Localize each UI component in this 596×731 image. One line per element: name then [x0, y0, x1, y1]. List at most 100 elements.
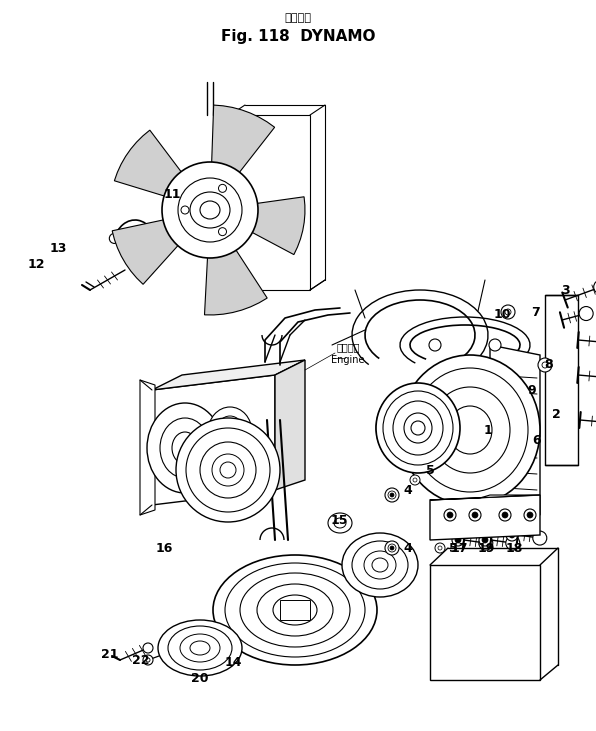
- Circle shape: [388, 491, 396, 499]
- Polygon shape: [490, 345, 540, 515]
- Text: 21: 21: [101, 648, 119, 662]
- Circle shape: [542, 362, 548, 368]
- Ellipse shape: [213, 555, 377, 665]
- Circle shape: [499, 509, 511, 521]
- Text: 4: 4: [403, 483, 412, 496]
- Text: 19: 19: [477, 542, 495, 555]
- Text: 17: 17: [450, 542, 468, 555]
- Ellipse shape: [342, 533, 418, 597]
- Polygon shape: [230, 115, 310, 290]
- Circle shape: [505, 309, 511, 315]
- Ellipse shape: [200, 442, 256, 498]
- Text: 4: 4: [403, 542, 412, 555]
- Polygon shape: [241, 197, 305, 254]
- Circle shape: [219, 184, 226, 192]
- Ellipse shape: [216, 416, 244, 448]
- Ellipse shape: [225, 563, 365, 657]
- Polygon shape: [140, 380, 155, 515]
- Circle shape: [438, 546, 442, 550]
- Ellipse shape: [400, 355, 540, 505]
- Ellipse shape: [200, 201, 220, 219]
- Circle shape: [435, 543, 445, 553]
- Circle shape: [219, 227, 226, 235]
- Polygon shape: [430, 495, 540, 540]
- Ellipse shape: [404, 413, 432, 443]
- Text: 7: 7: [532, 306, 541, 319]
- Ellipse shape: [372, 558, 388, 572]
- Circle shape: [501, 305, 515, 319]
- Text: 20: 20: [191, 672, 209, 684]
- Ellipse shape: [190, 192, 230, 228]
- Circle shape: [178, 178, 242, 242]
- Polygon shape: [152, 360, 305, 390]
- Circle shape: [502, 512, 508, 518]
- Circle shape: [447, 512, 453, 518]
- Ellipse shape: [172, 432, 198, 464]
- Circle shape: [469, 509, 481, 521]
- Ellipse shape: [212, 454, 244, 486]
- Circle shape: [479, 536, 493, 550]
- Circle shape: [390, 493, 394, 497]
- Text: 18: 18: [505, 542, 523, 555]
- Ellipse shape: [168, 626, 232, 670]
- Circle shape: [144, 265, 154, 274]
- Circle shape: [181, 206, 189, 214]
- Ellipse shape: [383, 391, 453, 465]
- Ellipse shape: [430, 387, 510, 473]
- Text: 11: 11: [163, 189, 181, 202]
- Ellipse shape: [273, 595, 317, 625]
- Ellipse shape: [448, 406, 492, 454]
- Ellipse shape: [180, 634, 220, 662]
- Text: ダイナモ: ダイナモ: [284, 13, 312, 23]
- Circle shape: [479, 534, 491, 546]
- Circle shape: [162, 162, 258, 258]
- Circle shape: [146, 658, 150, 662]
- Text: 14: 14: [224, 656, 242, 669]
- Ellipse shape: [412, 368, 528, 492]
- Circle shape: [109, 233, 119, 243]
- Polygon shape: [430, 495, 540, 500]
- Text: 16: 16: [156, 542, 173, 555]
- Ellipse shape: [257, 584, 333, 636]
- Ellipse shape: [334, 518, 346, 528]
- Circle shape: [594, 280, 596, 294]
- Ellipse shape: [364, 551, 396, 579]
- Text: 2: 2: [552, 409, 560, 422]
- Ellipse shape: [240, 573, 350, 647]
- Circle shape: [538, 358, 552, 372]
- Circle shape: [509, 532, 515, 538]
- Polygon shape: [112, 217, 187, 284]
- Circle shape: [506, 529, 518, 541]
- Circle shape: [429, 339, 441, 351]
- Circle shape: [413, 478, 417, 482]
- Text: Fig. 118  DYNAMO: Fig. 118 DYNAMO: [221, 29, 375, 44]
- Text: 8: 8: [545, 358, 553, 371]
- Circle shape: [455, 537, 461, 543]
- Text: 22: 22: [132, 654, 150, 667]
- Text: Engine: Engine: [331, 355, 365, 365]
- Polygon shape: [204, 239, 267, 315]
- Ellipse shape: [208, 407, 252, 457]
- Ellipse shape: [147, 403, 223, 493]
- Circle shape: [143, 655, 153, 665]
- Circle shape: [385, 488, 399, 502]
- Circle shape: [410, 475, 420, 485]
- Polygon shape: [152, 375, 275, 505]
- Ellipse shape: [411, 421, 425, 435]
- Ellipse shape: [328, 513, 352, 533]
- Text: エンジン: エンジン: [336, 342, 360, 352]
- Polygon shape: [114, 130, 189, 200]
- Circle shape: [472, 512, 478, 518]
- Ellipse shape: [393, 401, 443, 455]
- Circle shape: [506, 536, 520, 550]
- Text: 12: 12: [27, 259, 45, 271]
- Text: 3: 3: [561, 284, 570, 297]
- Polygon shape: [430, 565, 540, 680]
- Circle shape: [579, 306, 593, 320]
- Text: 6: 6: [533, 433, 541, 447]
- Ellipse shape: [220, 462, 236, 478]
- Circle shape: [527, 512, 533, 518]
- Polygon shape: [280, 600, 310, 620]
- Polygon shape: [545, 295, 578, 465]
- Polygon shape: [275, 360, 305, 490]
